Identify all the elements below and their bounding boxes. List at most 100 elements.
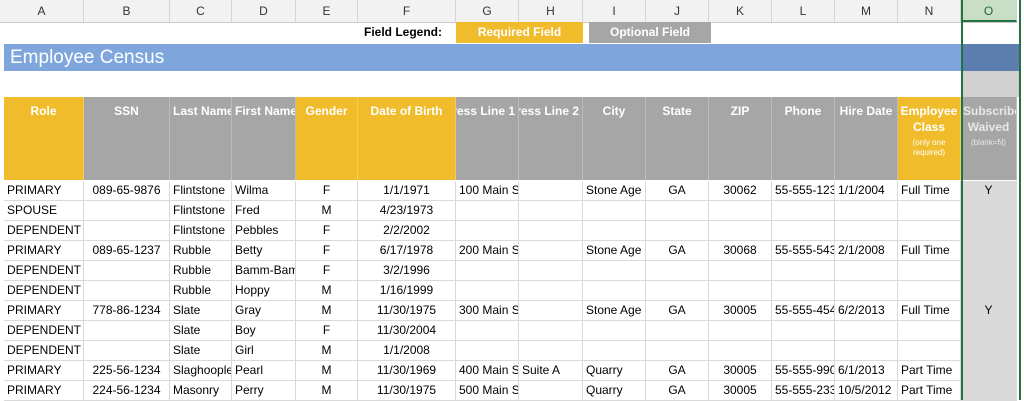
cell-first[interactable]: Betty bbox=[232, 241, 296, 261]
cell-gender[interactable]: M bbox=[296, 361, 358, 381]
cell-role[interactable]: DEPENDENT bbox=[4, 281, 84, 301]
column-header-o[interactable]: O bbox=[961, 0, 1017, 22]
cell-phone[interactable] bbox=[772, 201, 835, 221]
cell-dob[interactable]: 3/2/1996 bbox=[358, 261, 456, 281]
cell-city[interactable] bbox=[583, 261, 646, 281]
cell-city[interactable] bbox=[583, 201, 646, 221]
cell-gender[interactable]: F bbox=[296, 241, 358, 261]
cell-zip[interactable] bbox=[709, 201, 772, 221]
legend-blank[interactable] bbox=[0, 22, 296, 43]
cell-role[interactable]: SPOUSE bbox=[4, 201, 84, 221]
header-address-line-1[interactable]: Address Line 1 bbox=[456, 97, 519, 180]
cell-first[interactable]: Gray bbox=[232, 301, 296, 321]
cell-first[interactable]: Hoppy bbox=[232, 281, 296, 301]
cell-last[interactable]: Slate bbox=[170, 301, 232, 321]
cell-role[interactable]: DEPENDENT bbox=[4, 321, 84, 341]
cell-city[interactable]: Stone Age bbox=[583, 181, 646, 201]
cell-hire[interactable] bbox=[835, 221, 898, 241]
cell-last[interactable]: Masonry bbox=[170, 381, 232, 401]
cell-gender[interactable]: F bbox=[296, 321, 358, 341]
column-header-h[interactable]: H bbox=[519, 0, 583, 22]
cell-zip[interactable]: 30005 bbox=[709, 301, 772, 321]
cell-cls[interactable] bbox=[898, 341, 961, 361]
cell-role[interactable]: PRIMARY bbox=[4, 381, 84, 401]
header-ssn[interactable]: SSN bbox=[84, 97, 170, 180]
cell-waived[interactable] bbox=[961, 341, 1017, 361]
cell-waived[interactable] bbox=[961, 261, 1017, 281]
cell-state[interactable]: GA bbox=[646, 241, 709, 261]
cell-ssn[interactable] bbox=[84, 321, 170, 341]
cell-state[interactable] bbox=[646, 201, 709, 221]
cell-addr2[interactable] bbox=[519, 201, 583, 221]
cell-gender[interactable]: M bbox=[296, 301, 358, 321]
column-header-e[interactable]: E bbox=[296, 0, 358, 22]
column-header-i[interactable]: I bbox=[583, 0, 646, 22]
cell-cls[interactable]: Part Time bbox=[898, 381, 961, 401]
cell-addr1[interactable] bbox=[456, 341, 519, 361]
cell-addr1[interactable] bbox=[456, 261, 519, 281]
cell-state[interactable]: GA bbox=[646, 181, 709, 201]
cell-cls[interactable] bbox=[898, 261, 961, 281]
cell-first[interactable]: Perry bbox=[232, 381, 296, 401]
cell-cls[interactable]: Full Time bbox=[898, 241, 961, 261]
cell-addr2[interactable] bbox=[519, 321, 583, 341]
cell-dob[interactable]: 1/16/1999 bbox=[358, 281, 456, 301]
cell-addr1[interactable] bbox=[456, 201, 519, 221]
cell-phone[interactable]: 55-555-454 bbox=[772, 301, 835, 321]
cell-phone[interactable] bbox=[772, 321, 835, 341]
cell-dob[interactable]: 6/17/1978 bbox=[358, 241, 456, 261]
header-phone[interactable]: Phone bbox=[772, 97, 835, 180]
cell-dob[interactable]: 4/23/1973 bbox=[358, 201, 456, 221]
sheet-title[interactable]: Employee Census bbox=[4, 44, 962, 71]
cell-ssn[interactable]: 089-65-9876 bbox=[84, 181, 170, 201]
cell-dob[interactable]: 11/30/1969 bbox=[358, 361, 456, 381]
cell-last[interactable]: Flintstone bbox=[170, 221, 232, 241]
header-city[interactable]: City bbox=[583, 97, 646, 180]
column-header-j[interactable]: J bbox=[646, 0, 709, 22]
cell-first[interactable]: Girl bbox=[232, 341, 296, 361]
cell-cls[interactable]: Full Time bbox=[898, 181, 961, 201]
cell-phone[interactable] bbox=[772, 221, 835, 241]
cell-city[interactable] bbox=[583, 281, 646, 301]
cell-first[interactable]: Pearl bbox=[232, 361, 296, 381]
cell-addr1[interactable]: 300 Main St bbox=[456, 301, 519, 321]
cell-state[interactable]: GA bbox=[646, 301, 709, 321]
cell-gender[interactable]: M bbox=[296, 281, 358, 301]
cell-last[interactable]: Flintstone bbox=[170, 201, 232, 221]
cell-city[interactable]: Stone Age bbox=[583, 301, 646, 321]
cell-first[interactable]: Boy bbox=[232, 321, 296, 341]
cell-addr1[interactable]: 200 Main St bbox=[456, 241, 519, 261]
cell-phone[interactable]: 55-555-543 bbox=[772, 241, 835, 261]
cell-waived[interactable] bbox=[961, 321, 1017, 341]
cell-zip[interactable]: 30005 bbox=[709, 381, 772, 401]
cell-ssn[interactable]: 089-65-1237 bbox=[84, 241, 170, 261]
cell-zip[interactable] bbox=[709, 341, 772, 361]
cell-last[interactable]: Rubble bbox=[170, 241, 232, 261]
cell-zip[interactable] bbox=[709, 281, 772, 301]
cell-ssn[interactable] bbox=[84, 261, 170, 281]
cell-dob[interactable]: 1/1/2008 bbox=[358, 341, 456, 361]
cell-waived[interactable] bbox=[961, 221, 1017, 241]
cell-addr2[interactable] bbox=[519, 381, 583, 401]
cell-role[interactable]: DEPENDENT bbox=[4, 261, 84, 281]
cell-city[interactable] bbox=[583, 221, 646, 241]
cell-state[interactable]: GA bbox=[646, 381, 709, 401]
cell-addr2[interactable] bbox=[519, 221, 583, 241]
cell-role[interactable]: PRIMARY bbox=[4, 241, 84, 261]
header-last-name[interactable]: Last Name bbox=[170, 97, 232, 180]
cell-hire[interactable] bbox=[835, 341, 898, 361]
cell-ssn[interactable] bbox=[84, 221, 170, 241]
cell-gender[interactable]: M bbox=[296, 341, 358, 361]
cell-addr2[interactable] bbox=[519, 241, 583, 261]
cell-phone[interactable] bbox=[772, 341, 835, 361]
cell-last[interactable]: Rubble bbox=[170, 281, 232, 301]
cell-phone[interactable] bbox=[772, 261, 835, 281]
column-header-c[interactable]: C bbox=[170, 0, 232, 22]
cell-addr2[interactable] bbox=[519, 341, 583, 361]
cell-role[interactable]: PRIMARY bbox=[4, 361, 84, 381]
cell-hire[interactable]: 6/2/2013 bbox=[835, 301, 898, 321]
cell-gender[interactable]: F bbox=[296, 181, 358, 201]
cell-addr2[interactable] bbox=[519, 281, 583, 301]
header-date-of-birth[interactable]: Date of Birth bbox=[358, 97, 456, 180]
cell-cls[interactable]: Full Time bbox=[898, 301, 961, 321]
